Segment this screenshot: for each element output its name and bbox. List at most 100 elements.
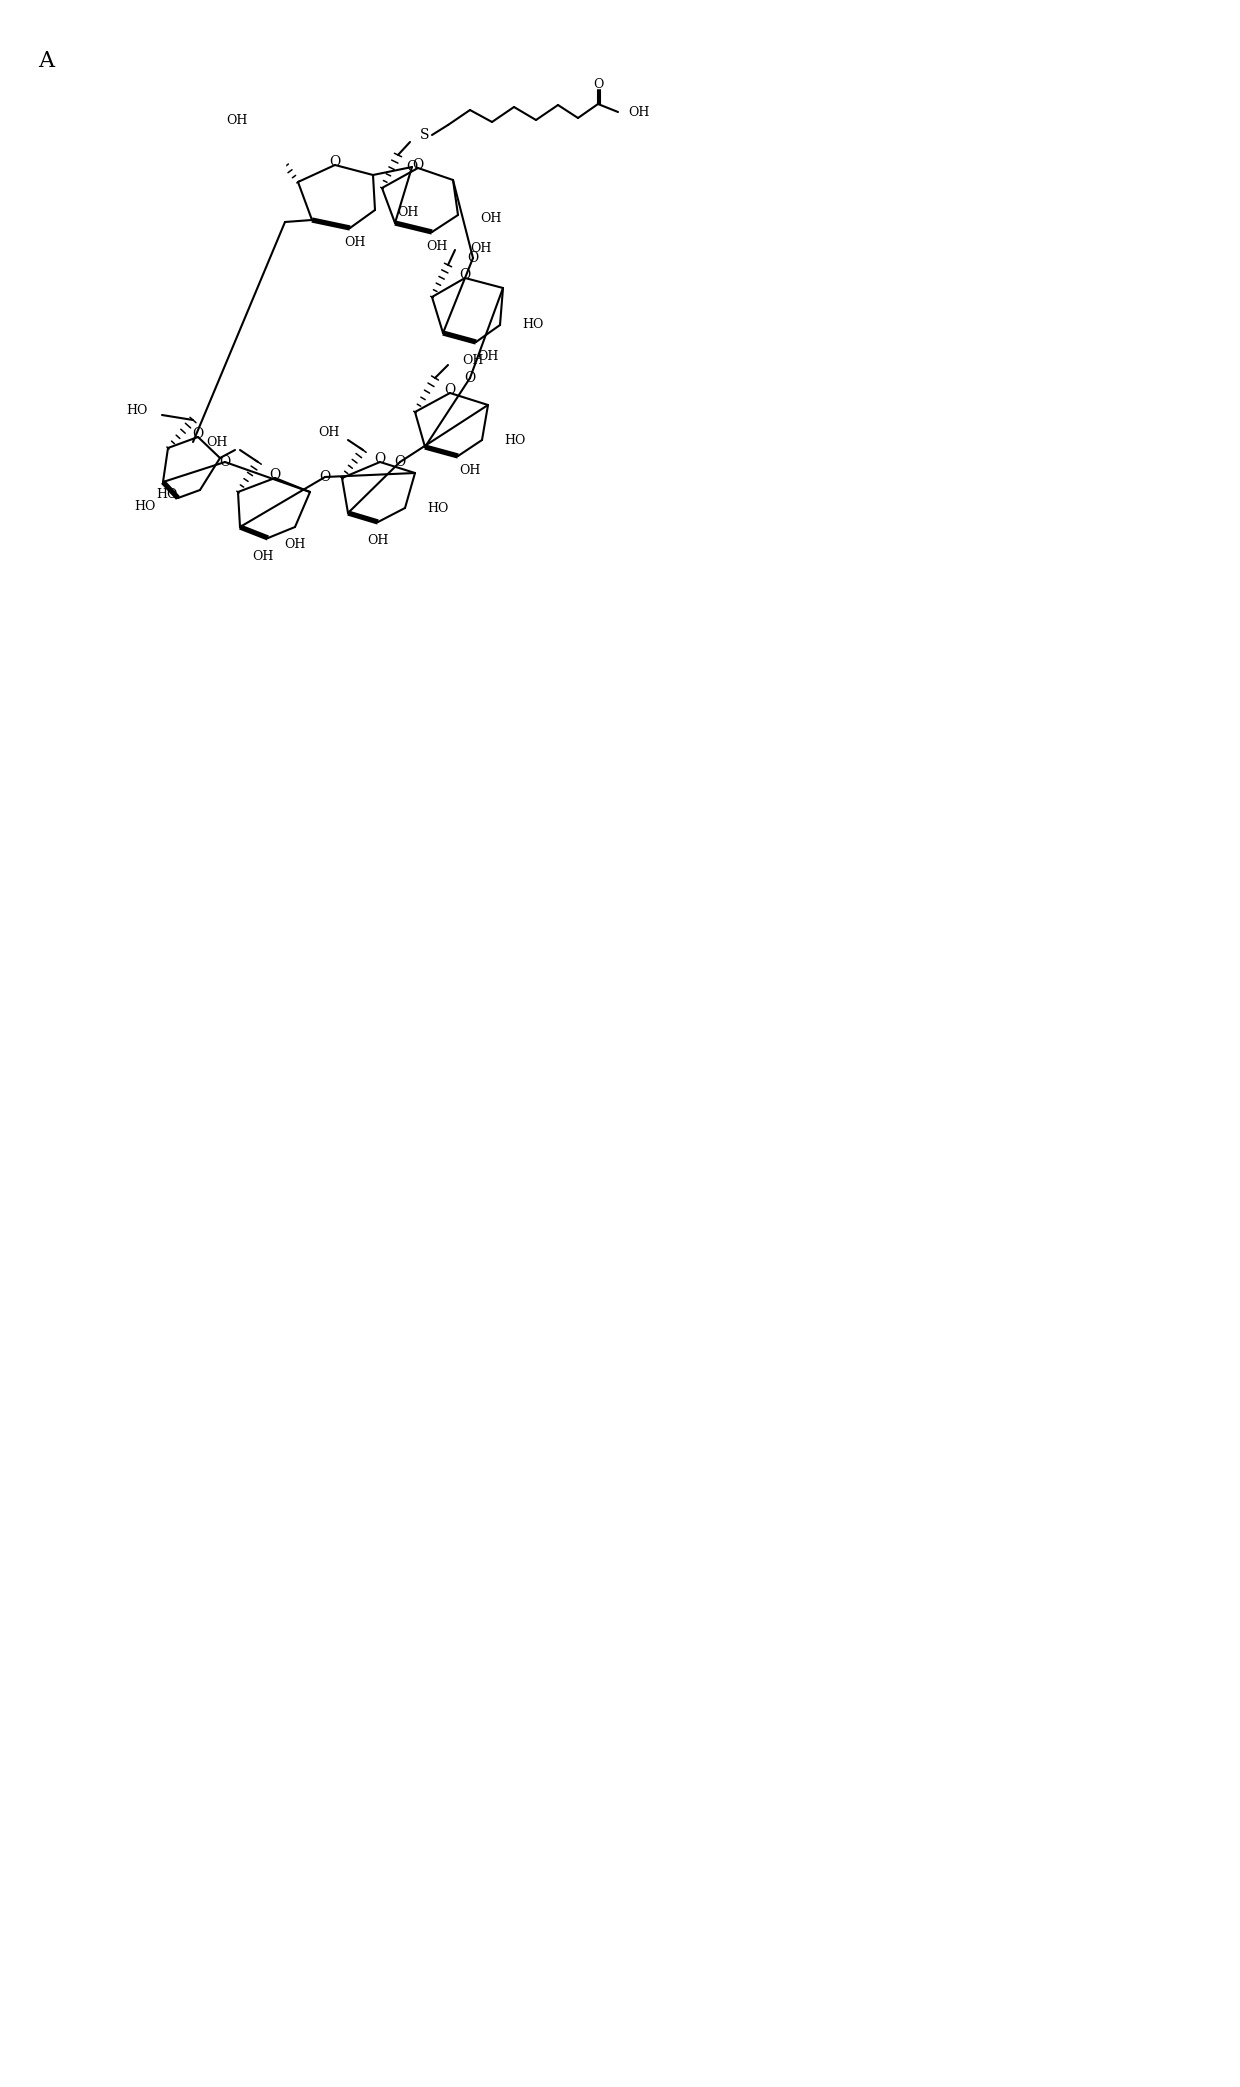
- Text: O: O: [467, 250, 479, 265]
- Text: O: O: [25, 1306, 35, 1319]
- Text: S: S: [420, 127, 430, 142]
- Text: HO: HO: [503, 1269, 526, 1281]
- Text: HO: HO: [135, 1334, 156, 1348]
- Text: O: O: [394, 455, 405, 470]
- Text: O: O: [219, 455, 231, 470]
- Text: HO: HO: [503, 1269, 526, 1281]
- Text: O: O: [219, 1290, 231, 1304]
- Text: O: O: [337, 1482, 347, 1494]
- Text: HO: HO: [135, 1334, 156, 1348]
- Text: HO: HO: [156, 488, 179, 501]
- Text: O: O: [394, 1290, 405, 1304]
- Text: O: O: [444, 1219, 455, 1231]
- Text: O: O: [374, 1288, 386, 1300]
- Text: A: A: [38, 50, 55, 71]
- Text: O: O: [394, 1290, 405, 1304]
- Text: HO: HO: [156, 1323, 179, 1336]
- Text: HO: HO: [265, 808, 286, 820]
- Text: O: O: [413, 993, 424, 1008]
- Text: O: O: [269, 1302, 280, 1317]
- Text: OH: OH: [227, 113, 248, 127]
- Text: HO: HO: [427, 1336, 449, 1350]
- Text: OH: OH: [345, 1071, 366, 1085]
- Text: OH: OH: [345, 1071, 366, 1085]
- Text: O: O: [269, 1302, 280, 1317]
- Text: OH: OH: [463, 353, 484, 367]
- Text: O: O: [330, 989, 341, 1004]
- Text: S: S: [460, 1215, 470, 1227]
- Text: OH: OH: [397, 1041, 418, 1054]
- Text: OH: OH: [367, 1369, 388, 1382]
- Text: OH: OH: [284, 538, 306, 551]
- Text: O: O: [269, 467, 280, 482]
- Text: OH: OH: [343, 1438, 365, 1450]
- Text: HO: HO: [503, 434, 526, 447]
- Text: O: O: [407, 995, 418, 1008]
- Text: OH: OH: [639, 1066, 660, 1081]
- Text: OH: OH: [367, 1369, 388, 1382]
- Text: O: O: [320, 1304, 331, 1319]
- Text: HO: HO: [522, 319, 543, 332]
- Text: O: O: [459, 1104, 471, 1117]
- Text: O: O: [407, 995, 418, 1008]
- Text: O: O: [459, 1104, 471, 1117]
- Text: OH: OH: [459, 465, 481, 478]
- Text: OH: OH: [284, 1373, 306, 1386]
- Text: OH: OH: [319, 426, 340, 438]
- Text: HO: HO: [156, 1323, 179, 1336]
- Text: OH: OH: [480, 1046, 501, 1060]
- Text: O: O: [374, 1288, 386, 1300]
- Text: HO: HO: [30, 1277, 51, 1290]
- Text: O: O: [267, 781, 278, 793]
- Text: S: S: [263, 947, 273, 962]
- Text: O: O: [593, 1267, 603, 1281]
- Text: O: O: [233, 829, 243, 841]
- Text: OH: OH: [588, 933, 609, 947]
- Text: OH: OH: [397, 207, 418, 219]
- Text: O: O: [192, 428, 203, 440]
- Text: O: O: [413, 993, 424, 1008]
- Text: OH: OH: [480, 211, 501, 225]
- Text: O: O: [192, 1263, 203, 1275]
- Text: B: B: [38, 605, 55, 626]
- Text: OH: OH: [459, 1300, 481, 1313]
- Text: OH: OH: [284, 1373, 306, 1386]
- Text: OH: OH: [252, 549, 274, 563]
- Text: O: O: [604, 1039, 614, 1052]
- Text: OH: OH: [627, 106, 650, 119]
- Text: OH: OH: [345, 236, 366, 250]
- Text: O: O: [413, 159, 424, 171]
- Text: O: O: [330, 989, 341, 1004]
- Text: HO: HO: [242, 833, 263, 847]
- Text: O: O: [320, 1304, 331, 1319]
- Text: OH: OH: [477, 1185, 498, 1198]
- Text: Figure 2: Figure 2: [910, 2043, 994, 2062]
- Text: O: O: [306, 1467, 317, 1480]
- Text: OH: OH: [477, 351, 498, 363]
- Text: O: O: [330, 154, 341, 169]
- Text: B: B: [38, 605, 55, 626]
- Text: O: O: [593, 77, 603, 90]
- Text: O: O: [407, 161, 418, 173]
- Text: S: S: [159, 1256, 167, 1271]
- Text: O: O: [244, 803, 255, 818]
- Text: O: O: [467, 1085, 479, 1100]
- Text: OH: OH: [252, 1384, 274, 1398]
- Text: O: O: [444, 384, 455, 397]
- Text: S: S: [423, 962, 433, 977]
- Text: O: O: [467, 1085, 479, 1100]
- Text: HO: HO: [342, 1453, 363, 1465]
- Text: HO: HO: [427, 1336, 449, 1350]
- Text: OH: OH: [627, 1238, 649, 1252]
- Text: HO: HO: [522, 1154, 543, 1167]
- Text: O: O: [444, 1219, 455, 1231]
- Text: OH: OH: [207, 436, 228, 449]
- Text: O: O: [464, 1206, 476, 1221]
- Text: HO: HO: [427, 501, 449, 515]
- Text: O: O: [554, 904, 564, 918]
- Text: OH: OH: [252, 1384, 274, 1398]
- Text: O: O: [374, 453, 386, 465]
- Text: OH: OH: [427, 1075, 448, 1089]
- Text: OH: OH: [470, 242, 491, 255]
- Text: OH: OH: [459, 1300, 481, 1313]
